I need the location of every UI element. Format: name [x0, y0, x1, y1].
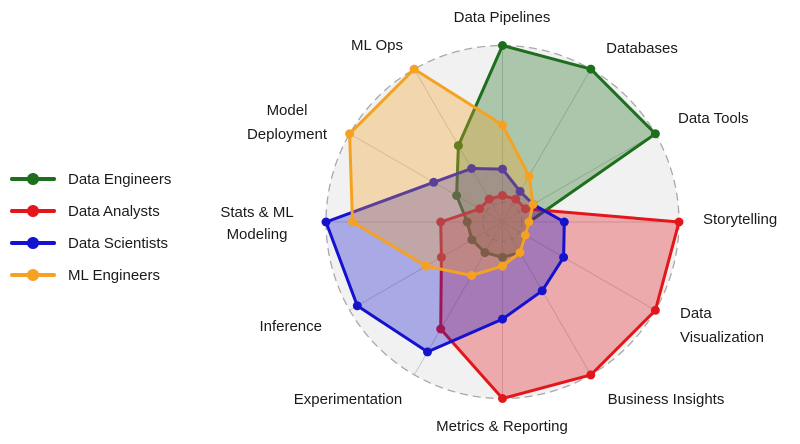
data-point-data-analysts-4: [650, 305, 660, 315]
data-point-ml-engineers-11: [409, 64, 419, 74]
data-point-data-analysts-8: [436, 252, 446, 262]
legend-marker-line: [10, 173, 56, 185]
legend-label: Data Scientists: [68, 234, 169, 252]
legend-label: Data Engineers: [68, 170, 172, 188]
axis-label-data-visualization: Data Visualization: [680, 305, 764, 346]
radar-inner-gridline: [482, 201, 523, 243]
data-point-data-scientists-1: [515, 186, 525, 196]
data-point-data-analysts-1: [511, 194, 521, 204]
data-point-data-engineers-9: [462, 217, 472, 227]
data-point-ml-engineers-2: [528, 199, 538, 209]
data-point-data-engineers-11: [453, 141, 463, 151]
data-point-data-analysts-0: [498, 191, 507, 200]
data-point-ml-engineers-10: [345, 129, 355, 139]
data-point-ml-engineers-6: [498, 261, 507, 271]
data-point-data-engineers-6: [498, 252, 507, 262]
legend-item-data-scientists: Data Scientists: [10, 227, 171, 259]
data-point-data-scientists-5: [537, 286, 547, 296]
data-point-data-engineers-8: [467, 235, 477, 245]
legend-marker-line: [10, 269, 56, 281]
series-ml-engineers: [345, 64, 538, 280]
legend-label: Data Analysts: [68, 202, 160, 220]
axis-label-business-insights: Business Insights: [608, 391, 725, 408]
axis-label-model-deployment: Model Deployment: [247, 102, 328, 143]
axis-labels: Data Pipelines Databases Data Tools Storyte…: [220, 9, 777, 435]
data-point-data-engineers-7: [480, 248, 490, 258]
data-point-ml-engineers-4: [520, 230, 530, 240]
axis-label-metrics-reporting: Metrics & Reporting: [436, 418, 568, 435]
legend-label: ML Engineers: [68, 266, 160, 284]
data-point-data-analysts-7: [436, 324, 446, 334]
axis-label-storytelling: Storytelling: [703, 211, 777, 228]
data-point-data-analysts-5: [586, 370, 596, 380]
legend: Data Engineers Data Analysts Data Scient…: [10, 163, 171, 291]
data-point-data-scientists-4: [559, 252, 569, 262]
legend-item-ml-engineers: ML Engineers: [10, 259, 171, 291]
data-point-data-scientists-8: [352, 301, 362, 311]
data-point-data-engineers-0: [498, 41, 507, 50]
legend-marker-line: [10, 237, 56, 249]
data-point-data-analysts-3: [674, 217, 684, 227]
data-point-data-engineers-10: [452, 191, 462, 200]
series-data-scientists: [321, 164, 569, 357]
data-point-data-scientists-0: [498, 164, 507, 174]
data-point-data-scientists-6: [498, 314, 507, 324]
data-point-ml-engineers-9: [348, 217, 357, 227]
data-point-data-engineers-1: [586, 64, 596, 74]
axis-label-experimentation: Experimentation: [294, 391, 402, 408]
axis-label-stats-ml-modeling: Stats & ML Modeling: [220, 204, 293, 243]
axis-label-data-tools: Data Tools: [678, 110, 749, 127]
axis-label-data-pipelines: Data Pipelines: [454, 9, 551, 26]
data-point-data-scientists-7: [423, 347, 432, 357]
data-point-data-analysts-11: [484, 194, 494, 204]
data-point-data-analysts-10: [475, 204, 485, 214]
data-point-ml-engineers-1: [524, 171, 534, 181]
axis-label-inference: Inference: [259, 318, 322, 335]
data-point-ml-engineers-5: [515, 248, 525, 258]
legend-item-data-analysts: Data Analysts: [10, 195, 171, 227]
data-point-ml-engineers-0: [498, 120, 507, 130]
legend-marker-line: [10, 205, 56, 217]
legend-marker-dot: [27, 269, 39, 281]
data-point-data-scientists-10: [429, 177, 439, 187]
series-data-analysts: [436, 191, 684, 403]
data-point-ml-engineers-3: [524, 217, 534, 227]
legend-item-data-engineers: Data Engineers: [10, 163, 171, 195]
legend-marker-dot: [27, 205, 39, 217]
data-point-data-scientists-3: [559, 217, 569, 227]
data-point-data-engineers-2: [650, 129, 660, 139]
axis-label-ml-ops: ML Ops: [351, 37, 403, 54]
data-point-data-analysts-9: [436, 217, 446, 227]
data-point-data-scientists-11: [467, 164, 477, 173]
data-point-ml-engineers-7: [467, 271, 477, 280]
data-point-data-analysts-6: [498, 394, 507, 403]
data-point-ml-engineers-8: [421, 261, 431, 271]
data-point-data-scientists-9: [321, 217, 331, 227]
data-point-data-analysts-2: [520, 204, 530, 214]
axis-label-databases: Databases: [606, 40, 678, 57]
legend-marker-dot: [27, 237, 39, 249]
legend-marker-dot: [27, 173, 39, 185]
